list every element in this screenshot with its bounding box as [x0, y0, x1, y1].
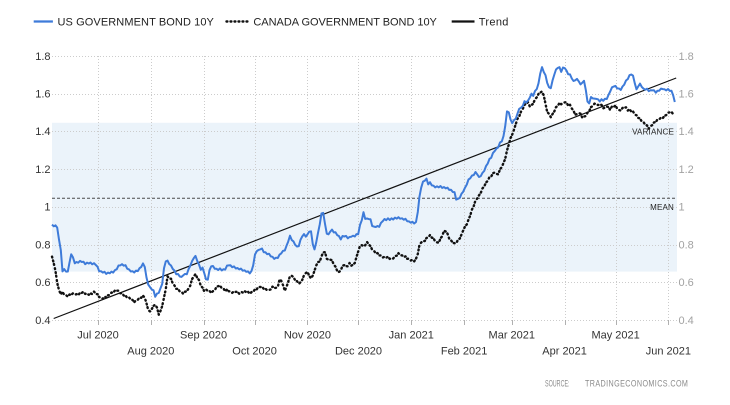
- svg-text:1: 1: [44, 202, 50, 214]
- svg-text:Jul 2020: Jul 2020: [77, 330, 119, 342]
- svg-text:0.6: 0.6: [35, 277, 50, 289]
- svg-text:0.4: 0.4: [35, 315, 50, 327]
- svg-text:VARIANCE: VARIANCE: [632, 127, 674, 136]
- svg-text:1.4: 1.4: [35, 126, 50, 138]
- svg-text:1.8: 1.8: [35, 51, 50, 63]
- svg-text:MEAN: MEAN: [650, 203, 674, 212]
- svg-text:1.8: 1.8: [679, 51, 694, 63]
- svg-text:Trend: Trend: [479, 17, 509, 29]
- svg-text:Jun 2021: Jun 2021: [646, 346, 691, 358]
- svg-text:CANADA GOVERNMENT BOND 10Y: CANADA GOVERNMENT BOND 10Y: [253, 17, 437, 29]
- svg-text:TRADINGECONOMICS.COM: TRADINGECONOMICS.COM: [585, 379, 688, 389]
- svg-text:Dec 2020: Dec 2020: [335, 346, 382, 358]
- svg-text:0.4: 0.4: [679, 315, 694, 327]
- svg-text:SOURCE:: SOURCE:: [545, 378, 570, 389]
- svg-text:1.6: 1.6: [679, 89, 694, 101]
- svg-text:1.4: 1.4: [679, 126, 694, 138]
- svg-text:Oct 2020: Oct 2020: [232, 346, 277, 358]
- svg-text:Jan 2021: Jan 2021: [389, 330, 434, 342]
- svg-text:0.8: 0.8: [35, 239, 50, 251]
- svg-text:1: 1: [679, 202, 685, 214]
- svg-text:Apr 2021: Apr 2021: [542, 346, 587, 358]
- svg-text:0.6: 0.6: [679, 277, 694, 289]
- svg-text:Nov 2020: Nov 2020: [284, 330, 331, 342]
- svg-text:1.2: 1.2: [679, 164, 694, 176]
- svg-text:US GOVERNMENT BOND 10Y: US GOVERNMENT BOND 10Y: [58, 17, 215, 29]
- svg-text:0.8: 0.8: [679, 239, 694, 251]
- svg-text:May 2021: May 2021: [591, 330, 639, 342]
- svg-text:Mar 2021: Mar 2021: [489, 330, 535, 342]
- svg-text:Aug 2020: Aug 2020: [127, 346, 174, 358]
- svg-text:Sep 2020: Sep 2020: [180, 330, 227, 342]
- svg-text:1.2: 1.2: [35, 164, 50, 176]
- svg-text:Feb 2021: Feb 2021: [441, 346, 487, 358]
- svg-text:1.6: 1.6: [35, 89, 50, 101]
